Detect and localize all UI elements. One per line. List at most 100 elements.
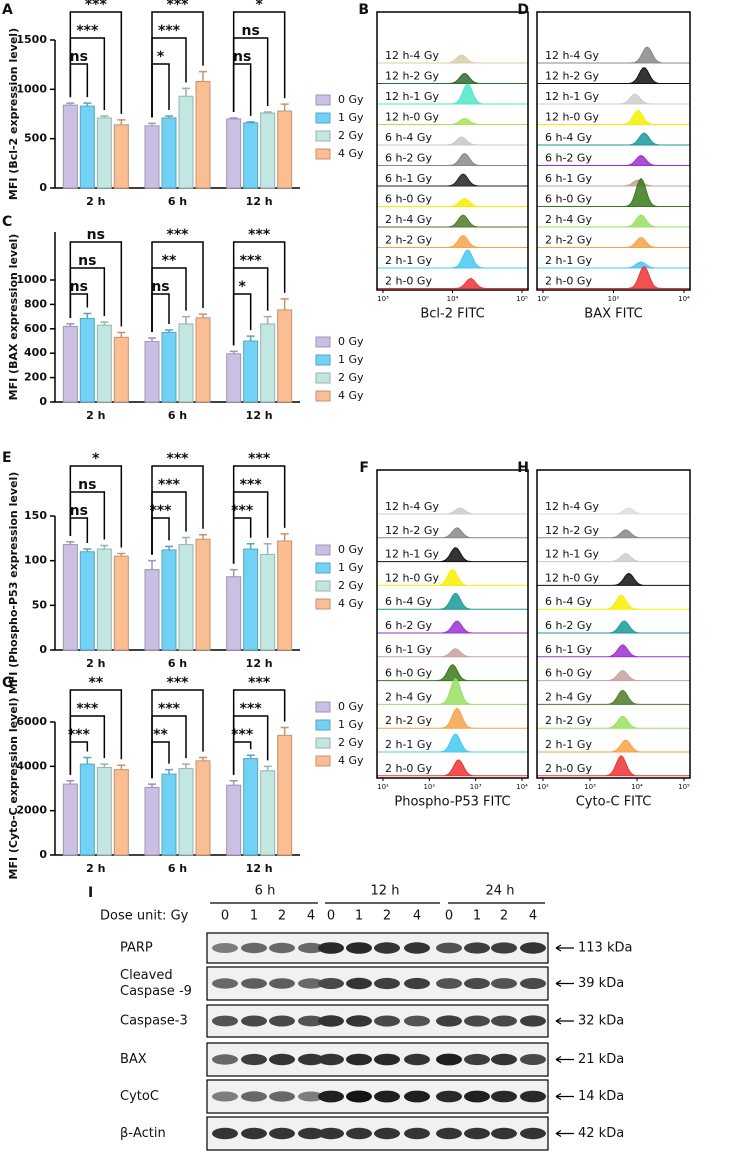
row-label: 2 h-2 Gy xyxy=(545,714,592,727)
blot-band xyxy=(318,1127,344,1140)
bar xyxy=(161,331,177,403)
significance-label: ns xyxy=(78,253,96,269)
legend-label: 1 Gy xyxy=(338,561,364,574)
significance-label: *** xyxy=(240,253,263,269)
significance-label: *** xyxy=(231,503,254,519)
blot-band xyxy=(374,1090,400,1103)
row-label: 6 h-0 Gy xyxy=(545,667,592,680)
significance-bracket xyxy=(69,63,89,98)
y-tick-label: 200 xyxy=(24,371,47,384)
row-label: 6 h-2 Gy xyxy=(385,619,432,632)
row-label: 12 h-2 Gy xyxy=(545,524,599,537)
row-label: 2 h-1 Gy xyxy=(385,254,432,267)
blot-band xyxy=(374,1127,400,1140)
histogram-peak xyxy=(537,46,690,64)
bar xyxy=(144,341,160,403)
error-bar xyxy=(182,87,190,97)
error-bar xyxy=(229,568,238,577)
significance-bracket xyxy=(232,241,286,346)
error-bar xyxy=(229,117,238,119)
row-label: Caspase-3 xyxy=(120,1014,188,1029)
blot-band xyxy=(464,1015,490,1027)
legend-swatch xyxy=(315,598,331,610)
histogram-peak xyxy=(537,93,690,105)
blot-band xyxy=(491,1053,517,1066)
blot-band xyxy=(241,1053,267,1066)
significance-label: *** xyxy=(167,451,190,467)
blot-band xyxy=(404,1053,430,1066)
blot-band xyxy=(318,1015,344,1027)
panel-letter: I xyxy=(88,885,93,901)
significance-label: ns xyxy=(70,49,88,65)
blot-band xyxy=(269,1053,295,1066)
row-label: 12 h-4 Gy xyxy=(385,500,439,513)
dose-label: 2 xyxy=(383,909,391,924)
x-tick-label: 10⁴ xyxy=(678,295,690,303)
x-tick-label: 6 h xyxy=(168,409,187,422)
blot-band xyxy=(269,1015,295,1027)
y-tick-label: 400 xyxy=(24,346,47,359)
x-tick-label: 10⁵ xyxy=(516,295,528,303)
blot-band xyxy=(436,1053,462,1066)
significance-label: * xyxy=(239,279,247,295)
row-label: 6 h-0 Gy xyxy=(385,667,432,680)
y-tick-label: 0 xyxy=(39,848,47,861)
bar xyxy=(161,549,177,651)
error-bar xyxy=(83,756,92,765)
legend-swatch xyxy=(315,336,331,348)
significance-bracket xyxy=(69,465,123,548)
bar xyxy=(226,784,242,856)
significance-label: *** xyxy=(158,701,181,717)
row-label: 12 h-4 Gy xyxy=(545,49,599,62)
significance-label: *** xyxy=(85,0,108,13)
significance-label: *** xyxy=(248,227,271,243)
histogram-peak xyxy=(377,507,528,515)
error-bar xyxy=(182,763,190,769)
histogram-peak xyxy=(537,507,690,515)
x-axis-label: Bcl-2 FITC xyxy=(420,307,484,322)
bar xyxy=(260,323,276,403)
row-label: 2 h-0 Gy xyxy=(545,275,592,288)
histogram-peak xyxy=(377,117,528,125)
error-bar xyxy=(165,768,173,775)
blot-band xyxy=(464,978,490,989)
x-axis-label: Cyto-C FITC xyxy=(576,795,652,810)
row-label: 2 h-1 Gy xyxy=(545,738,592,751)
blot-band xyxy=(298,1127,324,1140)
plot-frame xyxy=(376,469,529,779)
bar xyxy=(96,766,112,856)
arrow xyxy=(555,1092,574,1101)
legend-label: 0 Gy xyxy=(338,93,364,106)
legend-swatch xyxy=(315,112,331,124)
bar xyxy=(277,309,293,403)
blot-band xyxy=(464,1127,490,1140)
row-label: 12 h-1 Gy xyxy=(545,90,599,103)
histogram-peak xyxy=(377,620,528,634)
error-bar xyxy=(280,103,289,112)
error-bar xyxy=(66,541,75,545)
blot-band xyxy=(241,942,267,954)
y-tick-label: 0 xyxy=(39,181,47,194)
row-label: Cleaved xyxy=(120,968,173,983)
row-label: 12 h-1 Gy xyxy=(385,90,439,103)
bar xyxy=(62,325,78,403)
histogram-peak xyxy=(537,236,690,248)
blot-band xyxy=(491,1015,517,1027)
significance-label: ns xyxy=(242,23,260,39)
histogram-peak xyxy=(377,677,528,705)
blot-band xyxy=(298,942,324,954)
histogram-peak xyxy=(537,553,690,563)
error-bar xyxy=(165,115,173,118)
bar xyxy=(113,555,129,651)
histogram-peak xyxy=(377,277,528,289)
significance-label: *** xyxy=(76,23,99,39)
bar xyxy=(260,553,276,651)
y-axis-label: MFI (BAX expression level) xyxy=(7,234,20,401)
row-label: 2 h-2 Gy xyxy=(385,234,432,247)
dose-label: 0 xyxy=(221,909,229,924)
legend-swatch xyxy=(315,130,331,142)
significance-label: *** xyxy=(158,23,181,39)
blot-band xyxy=(491,978,517,989)
bar xyxy=(243,758,259,856)
x-tick-label: 12 h xyxy=(246,862,273,875)
